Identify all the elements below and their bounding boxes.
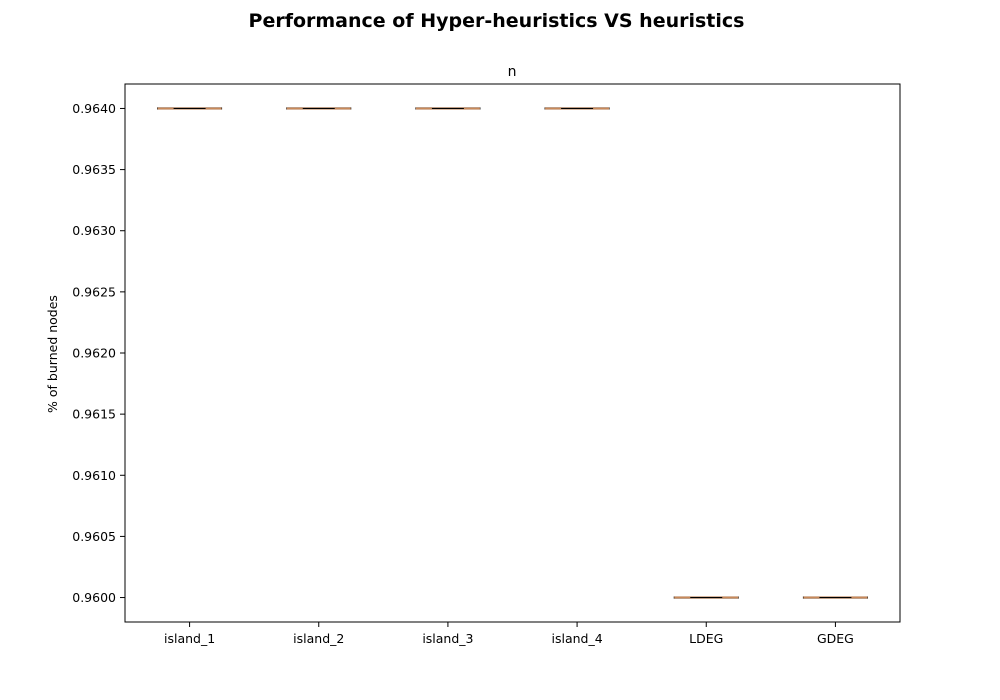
plot-area-frame <box>124 83 901 623</box>
y-tick-label: 0.9640 <box>72 101 116 116</box>
y-axis-label: % of burned nodes <box>45 295 60 413</box>
x-tick-label: island_1 <box>164 631 215 646</box>
x-tick-label: island_2 <box>293 631 344 646</box>
figure-title: Performance of Hyper-heuristics VS heuri… <box>248 10 745 32</box>
axes-title: n <box>508 64 517 80</box>
y-tick-label: 0.9620 <box>72 346 116 361</box>
y-tick-label: 0.9635 <box>72 162 116 177</box>
y-tick-label: 0.9610 <box>72 468 116 483</box>
x-tick-label: island_3 <box>422 631 473 646</box>
y-tick-label: 0.9615 <box>72 407 116 422</box>
x-tick-label: GDEG <box>817 631 854 646</box>
y-tick-label: 0.9605 <box>72 529 116 544</box>
y-tick-label: 0.9625 <box>72 284 116 299</box>
y-tick-label: 0.9630 <box>72 223 116 238</box>
x-tick-label: island_4 <box>551 631 602 646</box>
x-tick-label: LDEG <box>689 631 723 646</box>
chart-marks: 0.9600 0.9605 0.9610 0.9615 0.9620 0.9625 0.96… <box>72 101 868 646</box>
y-tick-label: 0.9600 <box>72 590 116 605</box>
